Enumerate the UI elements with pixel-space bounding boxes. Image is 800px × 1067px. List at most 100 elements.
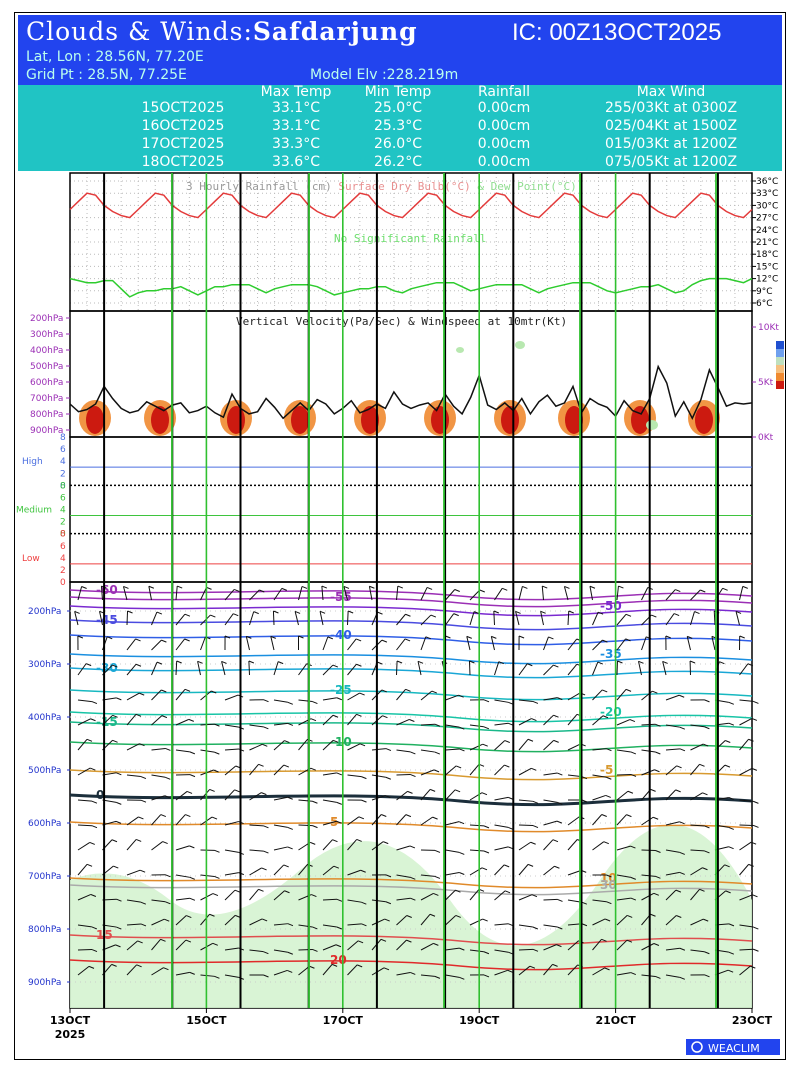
wind-barb [126,816,139,826]
wind-barb-flag [258,763,264,767]
wind-barb [567,940,579,951]
wind-barb-flag [211,690,217,694]
wind-barb-flag [91,800,98,804]
wind-barb-flag [556,820,563,824]
wind-barb-flag [529,965,536,969]
wind-barb-flag [675,889,682,893]
wind-barb-flag [381,689,387,693]
wind-barb-flag [358,816,365,820]
wind-barb [151,639,162,651]
wind-barb-flag [679,821,685,825]
wind-barb [494,969,508,976]
wind-barb [739,864,750,876]
wind-barb-flag [111,963,117,967]
wind-barb-flag [258,888,264,892]
wind-barb-flag [653,943,660,946]
wind-barb-flag [429,913,436,917]
wind-barb [690,918,704,926]
wind-barb-flag [161,715,168,719]
wind-barb-flag [248,660,255,664]
wind-barb [224,613,234,626]
wind-barb-flag [702,867,708,871]
wind-barb-flag [382,715,388,719]
wind-barb-flag [751,767,758,771]
wind-barb [396,790,408,801]
wind-barb [420,942,434,951]
wind-barb [322,865,335,876]
wind-barb [445,694,459,701]
wind-barb [77,586,83,601]
wind-barb [739,663,749,676]
wind-barb-flag [679,748,686,752]
wind-barb-flag [532,800,539,804]
wind-barb-flag [381,639,388,643]
wind-barb [126,839,137,851]
pressure-tick-label: 700hPa [28,872,61,882]
wind-barb [567,743,581,751]
wind-barb [347,964,358,976]
wind-barb-flag [473,611,480,615]
wind-barb [641,587,649,601]
wind-barb [592,715,604,726]
wind-barb-flag [261,792,267,796]
table-row-min: 26.0°C [374,136,422,152]
wind-barb-flag [311,894,317,898]
wind-barb [543,740,555,751]
wind-barb [200,789,211,801]
wind-barb-flag [332,664,339,668]
wind-barb [616,874,631,878]
wind-barb [249,763,259,776]
wind-barb-flag [581,799,588,803]
wind-barb-flag [679,871,685,875]
wind-barb-flag [294,610,301,614]
wind-barb-flag [336,697,343,701]
wind-barb [662,661,667,676]
wind-barb [592,899,607,903]
wind-barb-flag [164,918,170,922]
wind-barb-flag [431,690,437,694]
wind-barb [494,588,503,601]
daily-summary-table: Max Temp Min Temp Rainfall Max Wind 15OC… [18,84,782,171]
wind-barb [224,789,235,801]
wind-barb-flag [655,723,661,727]
wind-barb-flag [361,776,367,780]
wind-barb [445,915,457,926]
wind-barb [592,938,602,951]
wind-barb-flag [136,964,142,968]
wind-barb [665,724,680,728]
wind-barb-flag [273,610,279,614]
y-tick-label: 33°C [756,189,778,199]
wind-barb-flag [356,713,362,717]
wind-barb [224,748,240,751]
wind-barb [690,824,705,827]
wind-barb-flag [385,795,391,799]
wind-barb-flag [310,767,316,771]
wind-barb-flag [522,585,528,589]
y-tick-label-right: 0Kt [758,433,774,443]
wind-barb-flag [433,769,440,773]
wind-barb [739,699,754,702]
isotherm-line [69,741,753,753]
wind-barb [494,661,500,676]
wind-barb [151,747,166,751]
wind-barb [77,767,91,776]
wind-barb [347,692,360,701]
wind-barb [272,610,275,626]
wind-barb [347,899,362,903]
band-tick-label: 6 [60,542,66,552]
wind-barb [616,586,619,601]
wind-barb-flag [336,772,343,776]
branding-logo-icon [691,1041,703,1053]
velocity-blob-core [695,406,713,434]
wind-barb-flag [527,738,534,742]
wind-barb-flag [356,663,362,667]
wind-barb [665,947,680,951]
wind-barb-flag [140,799,147,803]
wind-barb-flag [224,635,231,639]
wind-barb-flag [483,726,490,730]
wind-barb [200,587,207,601]
wind-barb-flag [719,661,725,665]
wind-barb [396,897,411,901]
wind-barb [665,871,680,876]
wind-barb [616,814,627,826]
